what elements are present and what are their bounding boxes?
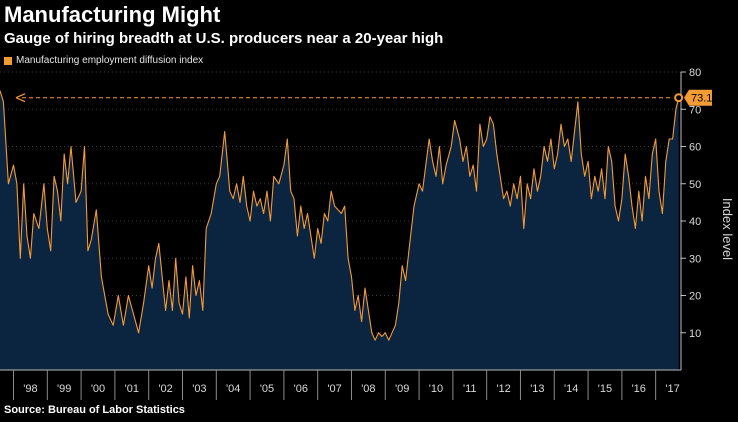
y-tick-label-30: 30 <box>689 253 701 265</box>
x-tick-label-2012: '12 <box>496 383 510 395</box>
annotation-label: 73.1 <box>691 93 712 105</box>
y-tick-label-50: 50 <box>689 179 701 191</box>
x-tick-label-1999: '99 <box>57 383 71 395</box>
chart-title: Manufacturing Might <box>4 2 221 27</box>
x-tick-label-2013: '13 <box>530 383 544 395</box>
x-tick-label-2007: '07 <box>327 383 341 395</box>
x-tick-label-1998: '98 <box>23 383 37 395</box>
chart-subtitle: Gauge of hiring breadth at U.S. producer… <box>4 30 444 47</box>
legend: Manufacturing employment diffusion index <box>4 55 203 66</box>
y-ticks: 10 20 30 40 50 60 70 80 <box>681 67 701 340</box>
annotation-arrow-head <box>15 93 26 103</box>
x-tick-label-2010: '10 <box>429 383 443 395</box>
annotation-label-background <box>684 89 712 106</box>
x-tick-label-2003: '03 <box>192 383 206 395</box>
series-area <box>0 90 679 370</box>
latest-point-marker <box>674 93 684 103</box>
series-layer <box>0 90 680 370</box>
y-tick-label-80: 80 <box>689 67 701 79</box>
x-tick-label-2014: '14 <box>564 383 578 395</box>
x-tick-label-2004: '04 <box>226 383 240 395</box>
y-axis-title: Index level <box>720 198 735 260</box>
y-tick-label-40: 40 <box>689 216 701 228</box>
x-tick-label-2015: '15 <box>598 383 612 395</box>
x-tick-label-2006: '06 <box>294 383 308 395</box>
source-note: Source: Bureau of Labor Statistics <box>4 404 185 416</box>
y-tick-label-20: 20 <box>689 291 701 303</box>
legend-label: Manufacturing employment diffusion index <box>16 55 204 66</box>
x-tick-label-2002: '02 <box>158 383 172 395</box>
series-line <box>0 90 680 341</box>
x-tick-label-2008: '08 <box>361 383 375 395</box>
x-tick-label-2016: '16 <box>632 383 646 395</box>
x-tick-label-2005: '05 <box>260 383 274 395</box>
x-tick-label-2017: '17 <box>665 383 679 395</box>
x-ticks: '98 '99 '00 '01 '02 '03 '04 '05 '06 '07 '08 '09 '10 '… <box>13 370 680 400</box>
x-tick-label-2000: '00 <box>91 383 105 395</box>
y-tick-label-60: 60 <box>689 142 701 154</box>
x-tick-label-2001: '01 <box>125 383 139 395</box>
y-tick-label-10: 10 <box>689 328 701 340</box>
x-tick-label-2009: '09 <box>395 383 409 395</box>
legend-swatch <box>4 56 12 65</box>
latest-value-annotation: 73.1 <box>15 89 712 106</box>
x-tick-label-2011: '11 <box>463 383 477 395</box>
y-tick-label-70: 70 <box>689 104 701 116</box>
